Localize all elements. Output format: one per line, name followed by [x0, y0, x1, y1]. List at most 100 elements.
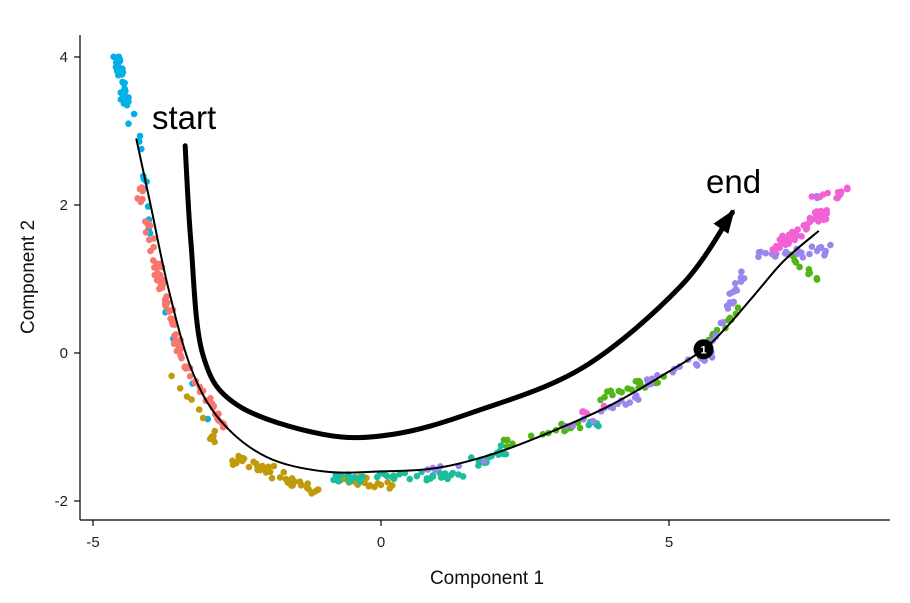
data-point — [373, 473, 381, 481]
y-axis-ticks: -2 0 2 4 — [55, 49, 80, 510]
data-point — [449, 469, 457, 477]
data-point — [160, 279, 168, 287]
data-point — [150, 243, 157, 251]
data-point — [356, 475, 363, 483]
branch-point-label: 1 — [700, 344, 706, 356]
data-point — [713, 326, 721, 334]
data-point — [110, 53, 117, 61]
x-tick-label: 0 — [377, 534, 385, 551]
data-point — [438, 472, 446, 479]
data-point — [208, 433, 216, 440]
data-point — [334, 477, 341, 484]
data-point — [153, 276, 161, 284]
data-point — [778, 235, 786, 243]
data-point — [396, 470, 403, 478]
data-point — [807, 218, 814, 225]
y-tick-label: 2 — [60, 197, 68, 214]
scatter-points — [110, 53, 851, 497]
data-point — [821, 252, 828, 259]
data-point — [724, 305, 732, 312]
data-point — [576, 424, 584, 432]
data-point — [581, 408, 588, 416]
direction-arrow — [182, 143, 735, 441]
data-point — [406, 475, 414, 483]
data-point — [755, 253, 762, 261]
data-point — [635, 396, 642, 403]
data-point — [791, 257, 798, 264]
data-point — [786, 237, 793, 245]
data-point — [816, 193, 824, 201]
data-point — [245, 463, 253, 471]
data-point — [824, 189, 831, 197]
y-tick-label: 4 — [60, 49, 68, 66]
data-point — [268, 474, 276, 482]
data-point — [168, 372, 175, 380]
data-point — [643, 376, 651, 383]
data-point — [733, 287, 740, 294]
data-point — [112, 63, 120, 71]
data-point — [229, 457, 236, 465]
data-point — [561, 427, 568, 435]
data-point — [785, 231, 793, 239]
end-annotation: end — [706, 163, 761, 200]
x-tick-label: 5 — [665, 534, 673, 551]
y-tick-label: 0 — [60, 345, 68, 362]
data-point — [262, 469, 270, 476]
data-point — [726, 290, 733, 298]
data-point — [827, 241, 834, 249]
data-point — [383, 472, 391, 480]
direction-arrowhead — [713, 209, 735, 234]
data-point — [276, 474, 284, 481]
x-axis-title: Component 1 — [430, 568, 544, 589]
data-point — [207, 395, 214, 402]
x-tick-label: -5 — [86, 534, 99, 551]
data-point — [589, 417, 597, 425]
data-point — [186, 373, 194, 380]
data-point — [837, 191, 844, 198]
data-point — [423, 475, 431, 482]
data-point — [459, 473, 467, 480]
data-point — [624, 385, 631, 392]
data-point — [738, 268, 745, 276]
data-point — [121, 85, 128, 92]
data-point — [125, 120, 132, 127]
data-point — [377, 481, 385, 489]
data-point — [142, 229, 150, 236]
data-point — [256, 466, 264, 474]
data-point — [480, 458, 488, 465]
data-point — [785, 251, 792, 259]
data-point — [771, 253, 779, 260]
data-point — [726, 315, 734, 322]
data-point — [771, 245, 779, 252]
data-point — [166, 307, 173, 314]
data-point — [806, 269, 814, 277]
data-point — [737, 274, 745, 281]
data-point — [305, 485, 313, 493]
data-point — [284, 478, 291, 486]
data-point — [314, 486, 321, 494]
y-tick-label: -2 — [55, 493, 68, 510]
data-point — [798, 233, 805, 240]
data-point — [155, 263, 162, 270]
data-point — [170, 340, 178, 348]
data-point — [609, 391, 616, 399]
data-point — [171, 332, 178, 339]
data-point — [636, 381, 644, 388]
data-point — [121, 98, 129, 105]
x-axis-ticks: -5 0 5 — [86, 520, 673, 551]
data-point — [813, 216, 820, 223]
trajectory-line — [135, 138, 820, 474]
data-point — [585, 421, 593, 429]
data-point — [820, 216, 827, 224]
data-point — [289, 482, 296, 489]
data-point — [719, 319, 727, 326]
data-point — [178, 354, 185, 362]
data-point — [121, 91, 128, 98]
data-point — [597, 396, 604, 404]
data-point — [371, 483, 378, 491]
data-point — [844, 185, 851, 193]
data-point — [813, 274, 821, 282]
data-point — [762, 249, 769, 257]
data-point — [176, 385, 184, 392]
